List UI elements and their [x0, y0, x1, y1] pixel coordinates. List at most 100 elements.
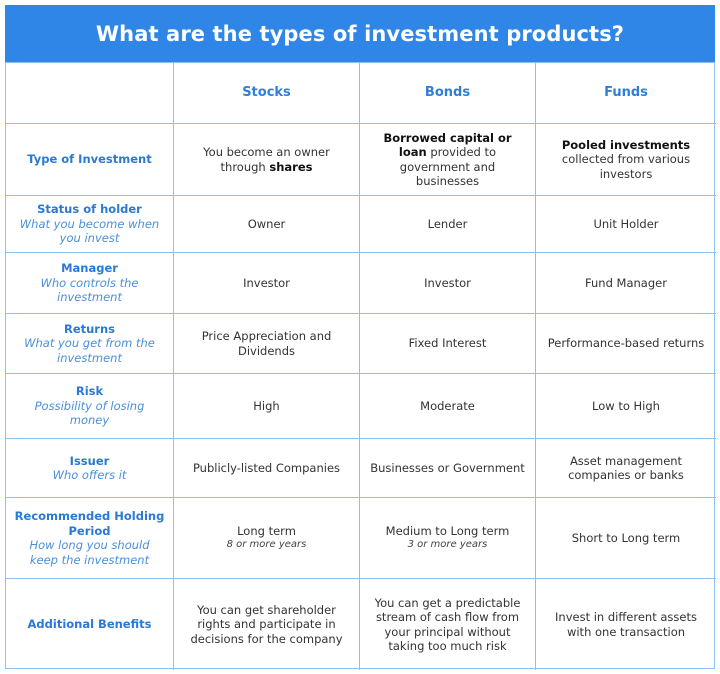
row-label: Type of Investment [27, 152, 152, 167]
row-label-description: What you get from the investment [24, 336, 155, 365]
cell-text: Fixed Interest [409, 336, 487, 351]
cell-text: Investor [424, 276, 471, 291]
cell-text-part: High [253, 398, 280, 413]
cell-text: Businesses or Government [370, 461, 525, 476]
table-cell: Fund Manager [536, 253, 716, 314]
cell-text-part: Unit Holder [593, 216, 659, 231]
table-cell: Pooled investments collected from variou… [536, 124, 716, 196]
page-title: What are the types of investment product… [5, 5, 715, 62]
cell-text-part: Fixed Interest [408, 336, 487, 351]
cell-text: You can get shareholder rights and parti… [182, 603, 351, 647]
cell-text: Pooled investments collected from variou… [544, 138, 708, 182]
cell-text-part: Low to High [592, 398, 660, 413]
column-header: Stocks [242, 84, 291, 100]
cell-text: Long term [237, 524, 296, 539]
cell-text-part: Fund Manager [585, 275, 667, 290]
row-label: Recommended Holding Period [14, 509, 165, 538]
table-cell: Owner [174, 196, 360, 253]
cell-text: You can get a predictable stream of cash… [368, 596, 527, 654]
cell-text: Price Appreciation and Dividends [182, 329, 351, 358]
table-cell: Short to Long term [536, 498, 716, 579]
cell-text-part: Short to Long term [571, 530, 681, 545]
row-label: Manager [61, 261, 118, 276]
cell-text-part: Publicly-listed Companies [192, 460, 341, 475]
table-cell: Lender [360, 196, 536, 253]
table-cell: Fixed Interest [360, 314, 536, 374]
cell-text-part: Investor [424, 275, 471, 290]
cell-text-part: Investor [243, 275, 290, 290]
row-label-cell: Risk Possibility of losing money [6, 374, 174, 439]
cell-text-part: Invest in different assets with one tran… [555, 610, 697, 639]
table-cell: High [174, 374, 360, 439]
cell-text-part: Medium to Long term [385, 523, 510, 538]
cell-text: Borrowed capital or loan provided to gov… [368, 131, 527, 189]
table-cell: Low to High [536, 374, 716, 439]
cell-text: Moderate [420, 399, 475, 414]
table-cell: Publicly-listed Companies [174, 439, 360, 498]
table-cell: Investor [360, 253, 536, 314]
table-cell: Asset management companies or banks [536, 439, 716, 498]
column-header: Bonds [424, 84, 471, 100]
cell-text: Invest in different assets with one tran… [544, 610, 708, 639]
cell-subtext: 3 or more years [407, 539, 488, 550]
cell-text: Publicly-listed Companies [193, 461, 340, 476]
cell-text: Investor [243, 276, 290, 291]
cell-text: Medium to Long term [386, 524, 510, 539]
cell-text-part: Businesses or Government [370, 460, 525, 475]
cell-text: Asset management companies or banks [544, 454, 708, 483]
row-label: Additional Benefits [27, 617, 152, 632]
cell-text-bold: shares [269, 159, 313, 174]
comparison-table: Stocks Bonds Funds Type of Investment You be… [5, 62, 716, 670]
table-cell: You can get a predictable stream of cash… [360, 579, 536, 670]
cell-subtext: 8 or more years [226, 539, 307, 550]
row-label-cell: Recommended Holding Period How long you s… [6, 498, 174, 579]
table-cell: You can get shareholder rights and parti… [174, 579, 360, 670]
row-label-description: Possibility of losing money [34, 398, 145, 428]
cell-text-part: You can get a predictable stream of cash… [374, 595, 521, 654]
cell-text-bold: Pooled investments [561, 137, 691, 152]
table-cell: Investor [174, 253, 360, 314]
cell-text-part: provided to government and businesses [399, 145, 497, 188]
row-label: Issuer [69, 453, 110, 468]
column-header: Funds [604, 84, 648, 100]
row-label-cell: Additional Benefits [6, 579, 174, 670]
column-header-cell: Bonds [360, 63, 536, 124]
table-cell: Borrowed capital or loan provided to gov… [360, 124, 536, 196]
cell-text-part: You become an owner through [203, 145, 330, 174]
cell-text: Low to High [592, 399, 660, 414]
table-cell: Price Appreciation and Dividends [174, 314, 360, 374]
row-label: Status of holder [37, 202, 142, 217]
cell-text: High [253, 399, 279, 414]
row-label: Risk [75, 384, 104, 399]
table-cell: Businesses or Government [360, 439, 536, 498]
row-label: Returns [63, 321, 116, 336]
column-header-cell: Funds [536, 63, 716, 124]
cell-text-part: Moderate [420, 398, 475, 413]
row-label-cell: Status of holder What you become when you… [6, 196, 174, 253]
cell-text-part: Lender [427, 216, 468, 231]
row-label-cell: Returns What you get from the investment [6, 314, 174, 374]
table-cell: Long term 8 or more years [174, 498, 360, 579]
cell-text: Short to Long term [572, 531, 681, 546]
cell-text: Owner [248, 217, 286, 232]
cell-text: Lender [428, 217, 468, 232]
row-label-cell: Type of Investment [6, 124, 174, 196]
table-cell: Performance-based returns [536, 314, 716, 374]
row-label-description: What you become when you invest [19, 216, 160, 246]
cell-text-part: You can get shareholder rights and parti… [190, 602, 343, 646]
table-cell: Invest in different assets with one tran… [536, 579, 716, 670]
table-cell: Medium to Long term 3 or more years [360, 498, 536, 579]
cell-text-bold: Borrowed capital or loan [383, 130, 512, 160]
table-cell: Moderate [360, 374, 536, 439]
row-label-description: Who offers it [52, 468, 127, 482]
cell-text: Performance-based returns [548, 336, 705, 351]
column-header-cell [6, 63, 174, 124]
row-label-cell: Issuer Who offers it [6, 439, 174, 498]
row-label-description: How long you should keep the investment [29, 538, 150, 567]
column-header-cell: Stocks [174, 63, 360, 124]
row-label-description: Who controls the investment [40, 275, 139, 305]
cell-text: Fund Manager [585, 276, 667, 291]
cell-text-part: Owner [247, 216, 286, 231]
cell-text-part: Asset management companies or banks [568, 453, 684, 483]
cell-text: You become an owner through shares [182, 145, 351, 174]
